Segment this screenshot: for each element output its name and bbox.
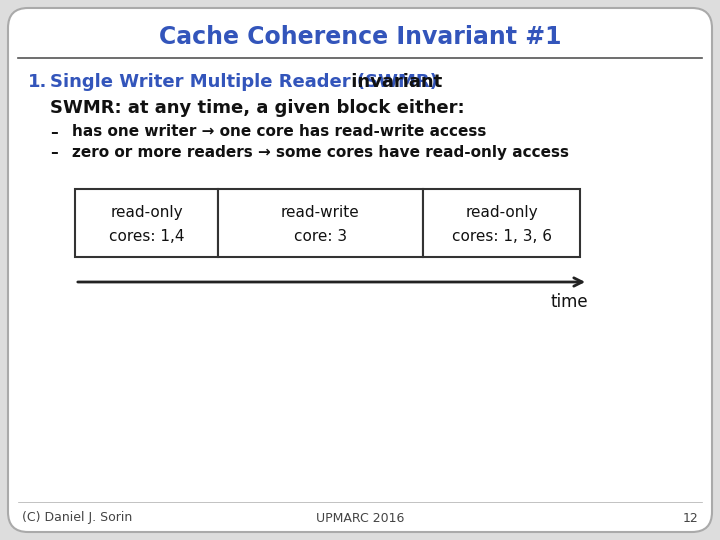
Text: read-only: read-only: [110, 205, 183, 220]
Text: cores: 1,4: cores: 1,4: [109, 229, 184, 244]
Text: invariant: invariant: [345, 73, 442, 91]
Text: has one writer → one core has read-write access: has one writer → one core has read-write…: [72, 125, 487, 139]
Text: read-write: read-write: [281, 205, 360, 220]
Bar: [75, 189, 218, 257]
Text: read-only: read-only: [465, 205, 538, 220]
Text: (C) Daniel J. Sorin: (C) Daniel J. Sorin: [22, 511, 132, 524]
Bar: [218, 189, 423, 257]
Text: core: 3: core: 3: [294, 229, 347, 244]
Text: zero or more readers → some cores have read-only access: zero or more readers → some cores have r…: [72, 145, 569, 159]
FancyBboxPatch shape: [8, 8, 712, 532]
Text: Cache Coherence Invariant #1: Cache Coherence Invariant #1: [158, 25, 562, 49]
Bar: [423, 189, 580, 257]
Text: –: –: [50, 125, 58, 139]
Text: time: time: [550, 293, 588, 311]
Text: 12: 12: [683, 511, 698, 524]
Text: UPMARC 2016: UPMARC 2016: [316, 511, 404, 524]
Text: –: –: [50, 145, 58, 159]
Text: cores: 1, 3, 6: cores: 1, 3, 6: [451, 229, 552, 244]
Text: 1.: 1.: [28, 73, 48, 91]
Text: Single Writer Multiple Reader (SWMR): Single Writer Multiple Reader (SWMR): [50, 73, 438, 91]
Text: SWMR: at any time, a given block either:: SWMR: at any time, a given block either:: [50, 99, 464, 117]
